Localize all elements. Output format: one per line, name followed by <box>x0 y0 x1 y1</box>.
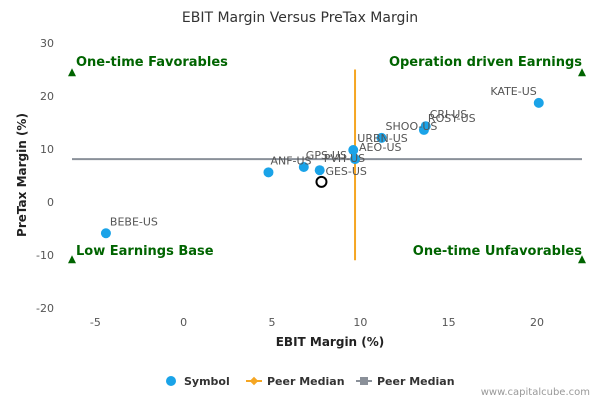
legend-label: Symbol <box>184 375 230 388</box>
chart-title: EBIT Margin Versus PreTax Margin <box>182 10 418 26</box>
data-point-label: SHOO-US <box>386 120 438 133</box>
y-tick-label: 30 <box>40 37 54 50</box>
x-tick-label: 10 <box>353 316 367 329</box>
triangle-marker-icon <box>68 255 76 264</box>
legend-label: Peer Median <box>267 375 345 388</box>
data-point-label: KATE-US <box>490 85 536 98</box>
triangle-marker-icon <box>578 255 586 264</box>
credit-text: www.capitalcube.com <box>481 387 590 398</box>
data-point-label: URBN-US <box>357 132 407 145</box>
data-point <box>350 154 361 165</box>
quadrant-label-top-right: Operation driven Earnings <box>389 55 582 70</box>
quadrant-label-bottom-left: Low Earnings Base <box>76 244 214 259</box>
legend-label: Peer Median <box>377 375 455 388</box>
quadrant-label-bottom-right: One-time Unfavorables <box>413 244 582 259</box>
legend-square-icon <box>360 377 368 385</box>
x-tick-label: 20 <box>530 316 544 329</box>
data-point <box>263 167 274 178</box>
data-point <box>100 228 111 239</box>
x-tick-label: 0 <box>180 316 187 329</box>
data-point <box>348 145 359 156</box>
highlight-point-label: GES-US <box>325 165 366 178</box>
data-point-label: CRI-US <box>430 108 468 121</box>
data-point <box>418 124 429 135</box>
data-point <box>298 162 309 173</box>
legend-diamond-icon <box>249 376 259 386</box>
x-tick-label: -5 <box>90 316 101 329</box>
y-tick-label: 0 <box>47 196 54 209</box>
y-tick-label: 20 <box>40 90 54 103</box>
legend: Symbol Peer Median Peer Median <box>166 375 455 388</box>
x-axis-label: EBIT Margin (%) <box>276 335 385 349</box>
data-point-label: PVH-US <box>324 152 365 165</box>
y-tick-label: 10 <box>40 143 54 156</box>
data-point <box>376 132 387 143</box>
y-tick-label: -20 <box>36 302 54 315</box>
legend-symbol-icon <box>166 376 176 386</box>
x-tick-label: 15 <box>442 316 456 329</box>
triangle-marker-icon <box>68 68 76 77</box>
highlight-point <box>315 175 328 188</box>
y-axis-label: PreTax Margin (%) <box>15 113 29 237</box>
data-point-label: BEBE-US <box>110 215 158 228</box>
quadrant-label-top-left: One-time Favorables <box>76 55 228 70</box>
data-point <box>533 97 544 108</box>
data-point-label: GPS-US <box>306 149 347 162</box>
data-point-label: ANF-US <box>270 154 311 167</box>
triangle-marker-icon <box>578 68 586 77</box>
data-point-label: AEO-US <box>359 141 401 154</box>
y-tick-label: -10 <box>36 249 54 262</box>
data-point-label: ROSY-US <box>428 112 476 125</box>
data-point <box>314 165 325 176</box>
x-tick-label: 5 <box>269 316 276 329</box>
